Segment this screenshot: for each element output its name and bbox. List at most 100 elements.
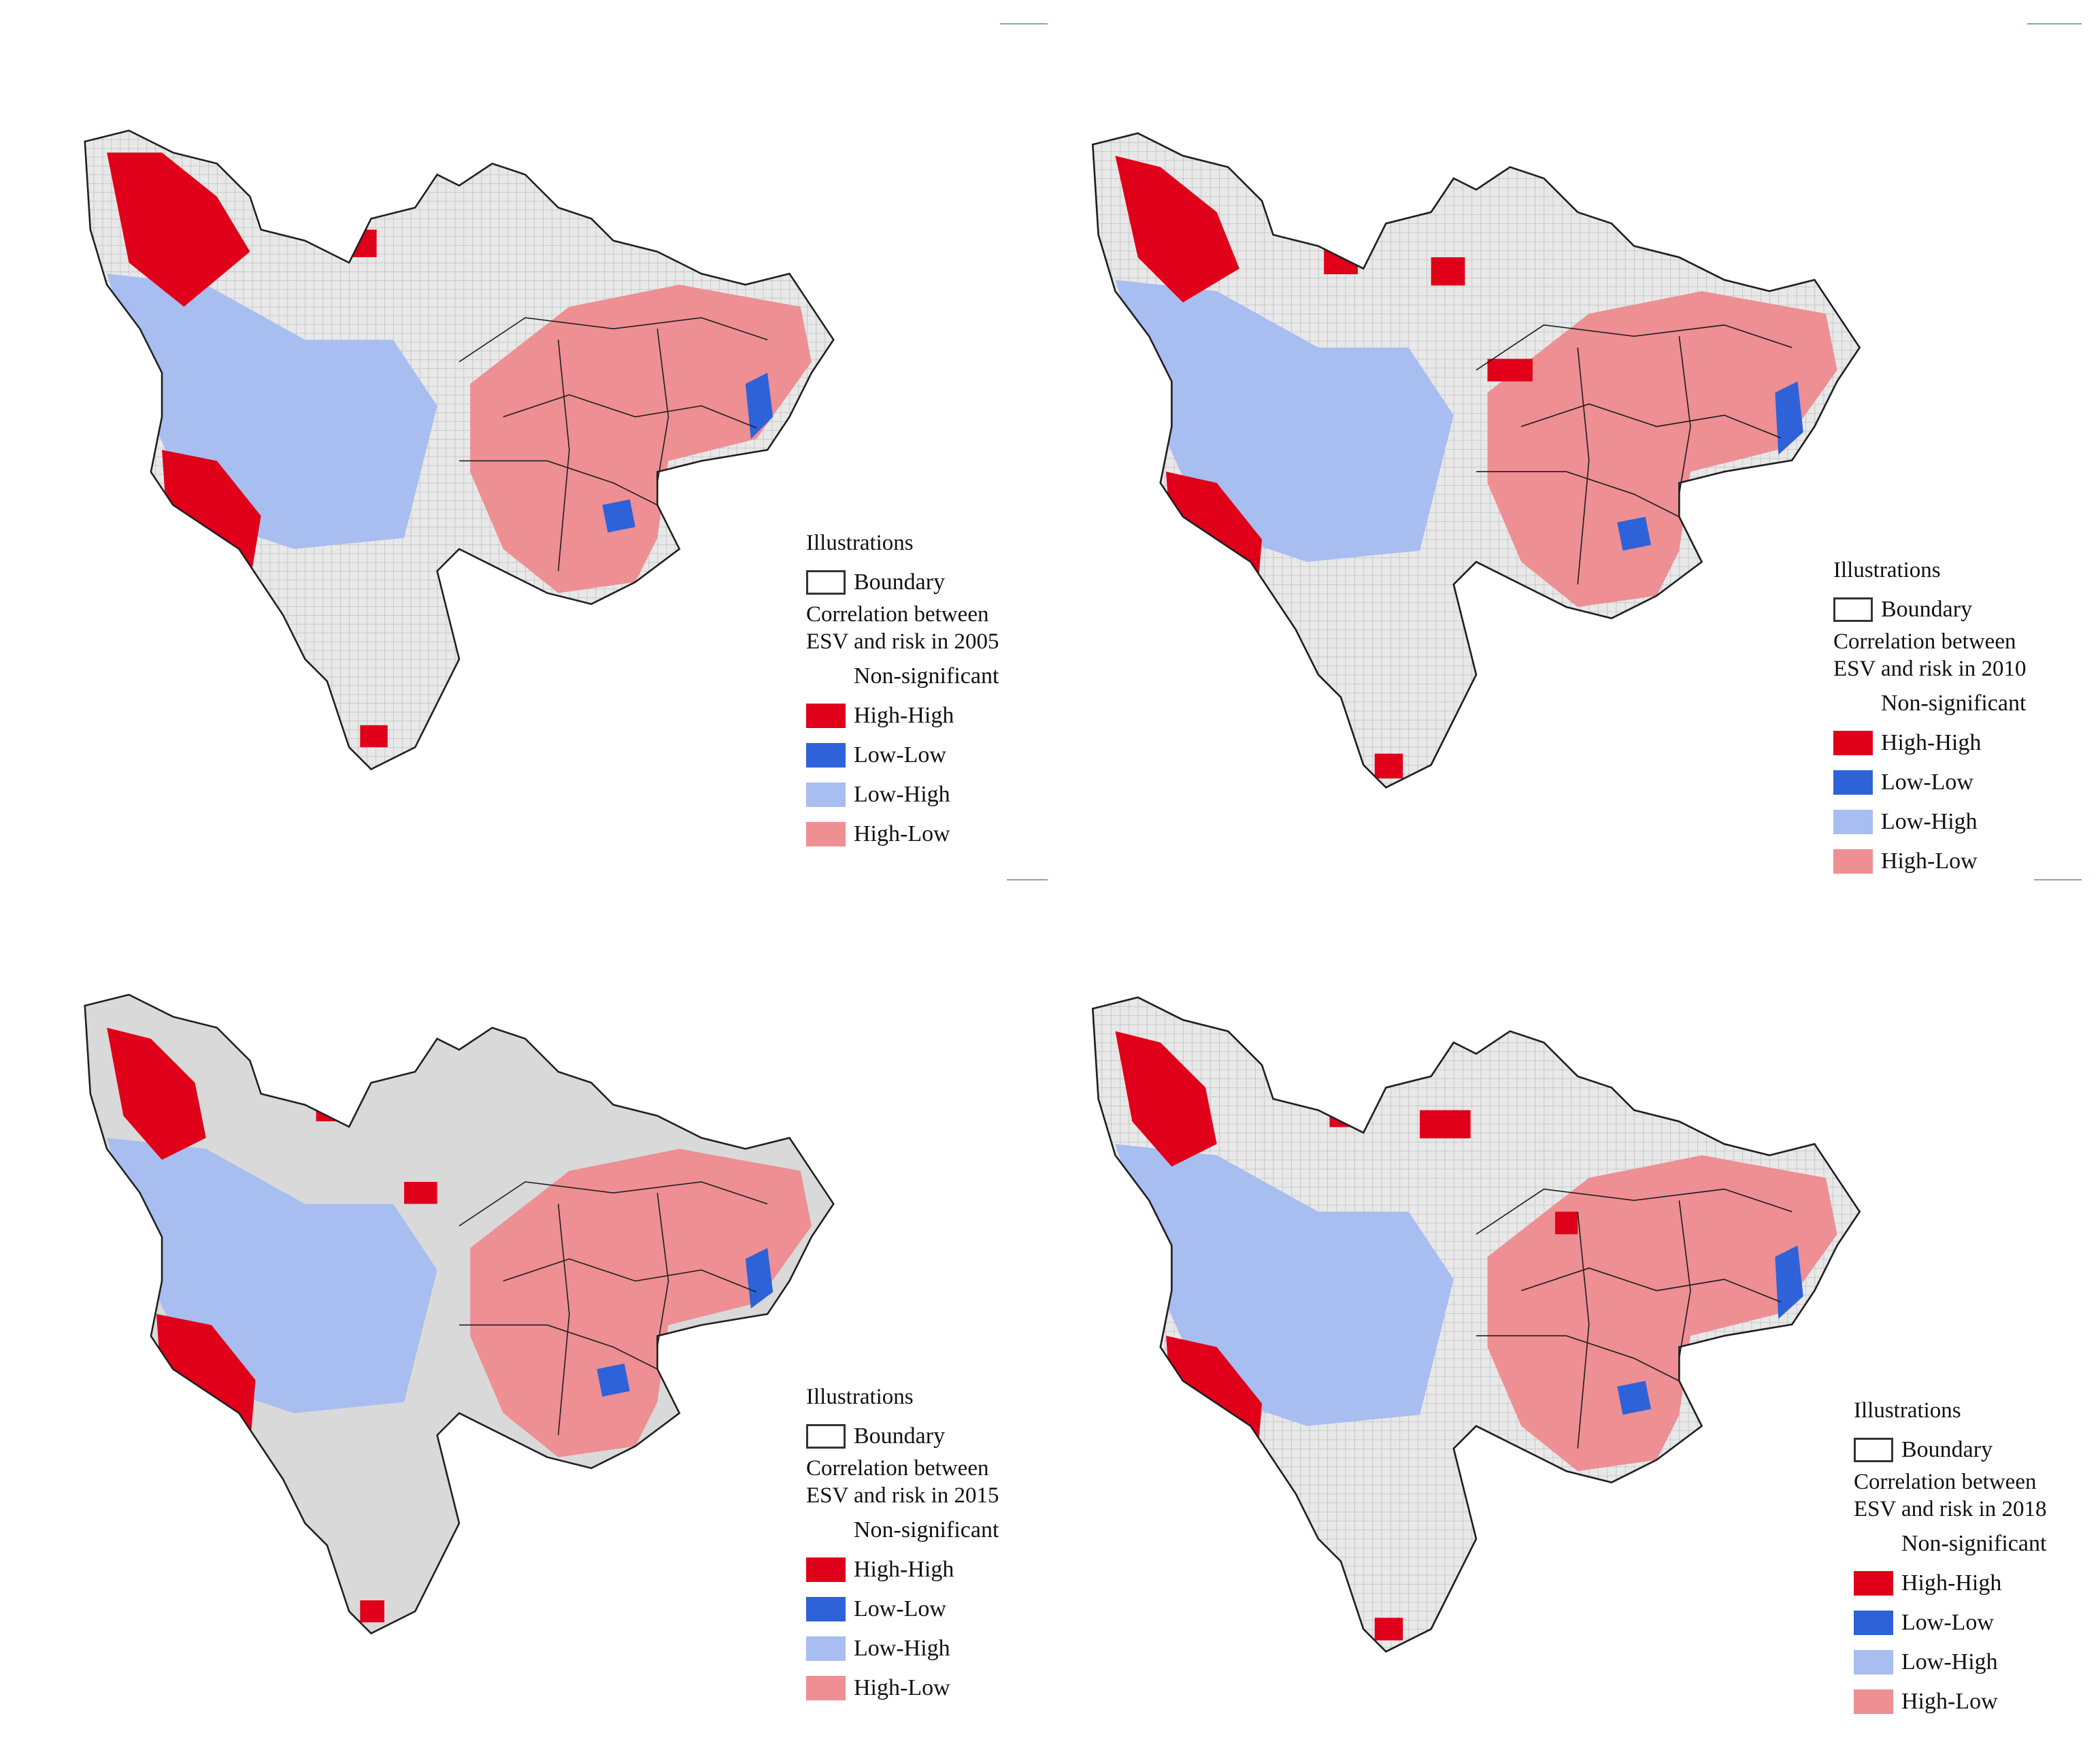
map-panel-2018: Illustrations Boundary Correlation betwe… <box>1048 885 2068 1735</box>
boundary-swatch-icon <box>806 1424 846 1449</box>
legend-item-low-high: Low-High <box>1854 1643 2047 1682</box>
legend-boundary-label: Boundary <box>854 570 946 595</box>
swatch-low-high <box>806 1636 846 1661</box>
high-high-cluster-nw <box>107 152 250 307</box>
legend-2018: Illustrations Boundary Correlation betwe… <box>1854 1398 2047 1721</box>
swatch-non-significant <box>806 664 846 689</box>
high-low-cluster <box>470 1149 812 1457</box>
legend-label: High-Low <box>854 1675 950 1700</box>
legend-label: Non-significant <box>1901 1531 2047 1556</box>
legend-item-low-low: Low-Low <box>806 1589 999 1629</box>
swatch-low-high <box>1854 1650 1893 1675</box>
legend-item-high-high: High-High <box>1854 1564 2047 1603</box>
legend-boundary-label: Boundary <box>1881 597 1973 622</box>
legend-corr-line1: Correlation between <box>1833 629 2016 654</box>
high-low-cluster <box>1487 291 1837 608</box>
high-low-cluster <box>1487 1155 1837 1472</box>
legend-item-non-significant: Non-significant <box>1833 684 2027 723</box>
swatch-low-low <box>1833 770 1873 795</box>
legend-label: High-High <box>1901 1570 2002 1596</box>
legend-corr-line2: ESV and risk in 2010 <box>1833 657 2027 681</box>
divider-rule <box>2034 879 2082 880</box>
legend-title: Illustrations <box>1854 1398 1961 1423</box>
legend-boundary: Boundary <box>806 563 999 602</box>
legend-item-high-high: High-High <box>806 696 999 736</box>
high-high-patch <box>1374 1617 1403 1640</box>
swatch-high-low <box>806 822 846 846</box>
swatch-low-low <box>806 743 846 768</box>
internal-boundary <box>1476 1188 1793 1449</box>
high-high-patch <box>404 1181 437 1204</box>
boundary-swatch-icon <box>806 570 846 595</box>
swatch-high-low <box>806 1676 846 1700</box>
lisa-map-2005 <box>84 129 835 770</box>
legend-item-low-low: Low-Low <box>806 736 999 775</box>
legend-item-low-low: Low-Low <box>1833 763 2027 802</box>
legend-item-non-significant: Non-significant <box>806 657 999 696</box>
internal-boundary <box>459 1181 768 1436</box>
legend-boundary-label: Boundary <box>854 1423 946 1449</box>
swatch-high-high <box>806 704 846 728</box>
legend-title: Illustrations <box>1833 558 1941 582</box>
legend-item-non-significant: Non-significant <box>1854 1524 2047 1564</box>
swatch-high-low <box>1854 1689 1893 1714</box>
low-low-cluster-east <box>1775 1245 1803 1319</box>
legend-corr-line1: Correlation between <box>806 602 989 627</box>
legend-corr-line2: ESV and risk in 2015 <box>806 1483 999 1508</box>
legend-item-high-low: High-Low <box>806 814 999 854</box>
swatch-non-significant <box>806 1518 846 1543</box>
high-high-cluster-nw <box>1115 1031 1217 1167</box>
legend-label: Low-Low <box>854 742 946 768</box>
divider-rule <box>1000 23 1048 24</box>
map-panel-2005: Illustrations Boundary Correlation betwe… <box>41 20 1014 857</box>
legend-corr-line1: Correlation between <box>806 1456 989 1481</box>
legend-item-high-high: High-High <box>806 1550 999 1589</box>
legend-item-high-low: High-Low <box>1854 1682 2047 1721</box>
legend-boundary: Boundary <box>1854 1430 2047 1470</box>
swatch-low-high <box>1833 810 1873 834</box>
low-low-cluster-east <box>1775 381 1803 455</box>
legend-item-high-low: High-Low <box>806 1668 999 1708</box>
high-high-patch <box>360 725 388 748</box>
lisa-map-2010 <box>1091 132 1861 789</box>
legend-label: Low-High <box>1881 809 1978 834</box>
high-high-patch <box>337 229 377 257</box>
legend-boundary: Boundary <box>806 1417 999 1456</box>
legend-item-non-significant: Non-significant <box>806 1511 999 1550</box>
legend-label: Low-Low <box>1881 770 1973 795</box>
high-high-patch <box>1329 1099 1364 1127</box>
legend-item-high-low: High-Low <box>1833 842 2027 881</box>
swatch-non-significant <box>1854 1532 1893 1556</box>
legend-item-high-high: High-High <box>1833 723 2027 763</box>
low-low-cluster-center <box>602 499 635 533</box>
legend-2010: Illustrations Boundary Correlation betwe… <box>1833 558 2027 881</box>
high-high-patch <box>1487 359 1533 382</box>
divider-rule <box>2027 23 2082 24</box>
legend-label: High-High <box>854 703 954 728</box>
legend-item-low-high: Low-High <box>806 1629 999 1668</box>
high-high-patch <box>1431 257 1465 286</box>
lisa-map-2015 <box>84 993 835 1634</box>
swatch-low-low <box>1854 1611 1893 1635</box>
divider-rule <box>1007 879 1048 880</box>
legend-label: Low-High <box>854 782 950 807</box>
legend-label: Low-High <box>1901 1649 1998 1675</box>
internal-boundary <box>459 317 768 572</box>
boundary-swatch-icon <box>1854 1438 1893 1462</box>
map-panel-2015: Illustrations Boundary Correlation betwe… <box>41 885 1014 1728</box>
legend-label: High-Low <box>1901 1689 1998 1714</box>
legend-2015: Illustrations Boundary Correlation betwe… <box>806 1385 999 1708</box>
legend-corr-line1: Correlation between <box>1854 1470 2037 1494</box>
swatch-high-high <box>1833 731 1873 755</box>
legend-label: High-Low <box>1881 848 1978 874</box>
boundary-swatch-icon <box>1833 597 1873 622</box>
high-high-patch <box>1324 235 1358 275</box>
swatch-high-high <box>806 1557 846 1582</box>
legend-2005: Illustrations Boundary Correlation betwe… <box>806 531 999 854</box>
legend-label: Non-significant <box>854 1517 999 1543</box>
swatch-high-high <box>1854 1571 1893 1596</box>
swatch-non-significant <box>1833 691 1873 716</box>
map-panel-2010: Illustrations Boundary Correlation betwe… <box>1048 20 2068 878</box>
legend-item-low-high: Low-High <box>806 775 999 814</box>
high-high-patch <box>1374 753 1403 779</box>
